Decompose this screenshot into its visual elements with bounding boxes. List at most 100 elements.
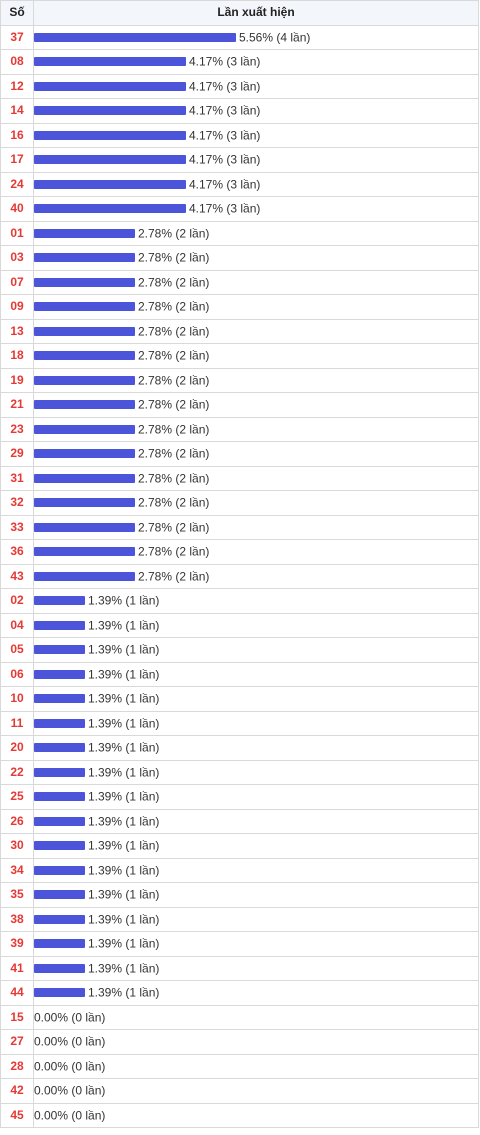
bar-cell: 2.78% (2 lần): [33, 514, 479, 540]
bar-value-label: 1.39% (1 lần): [88, 789, 160, 804]
number-cell: 23: [0, 416, 34, 442]
bar-value-label: 2.78% (2 lần): [138, 348, 210, 363]
bar-cell: 1.39% (1 lần): [33, 588, 479, 614]
bar-value-label: 1.39% (1 lần): [88, 838, 160, 853]
table-row: 03 2.78% (2 lần): [0, 245, 479, 271]
table-row: 21 2.78% (2 lần): [0, 392, 479, 418]
bar-value-label: 1.39% (1 lần): [88, 740, 160, 755]
frequency-bar: [34, 890, 85, 900]
bar-cell: 1.39% (1 lần): [33, 612, 479, 638]
table-row: 15 0.00% (0 lần): [0, 1004, 479, 1030]
table-header-row: Số Lần xuất hiện: [0, 0, 479, 26]
table-row: 02 1.39% (1 lần): [0, 588, 479, 614]
table-row: 32 2.78% (2 lần): [0, 490, 479, 516]
bar-value-label: 1.39% (1 lần): [88, 715, 160, 730]
number-cell: 01: [0, 220, 34, 246]
number-cell: 25: [0, 784, 34, 810]
bar-value-label: 1.39% (1 lần): [88, 691, 160, 706]
number-cell: 45: [0, 1102, 34, 1128]
bar-value-label: 1.39% (1 lần): [88, 862, 160, 877]
table-row: 20 1.39% (1 lần): [0, 735, 479, 761]
bar-cell: 2.78% (2 lần): [33, 220, 479, 246]
number-cell: 43: [0, 563, 34, 589]
bar-cell: 1.39% (1 lần): [33, 882, 479, 908]
bar-cell: 0.00% (0 lần): [33, 1004, 479, 1030]
table-row: 09 2.78% (2 lần): [0, 294, 479, 320]
bar-value-label: 2.78% (2 lần): [138, 274, 210, 289]
bar-cell: 2.78% (2 lần): [33, 367, 479, 393]
number-cell: 06: [0, 661, 34, 687]
number-cell: 28: [0, 1053, 34, 1079]
bar-cell: 0.00% (0 lần): [33, 1053, 479, 1079]
table-row: 36 2.78% (2 lần): [0, 539, 479, 565]
number-cell: 13: [0, 318, 34, 344]
table-row: 07 2.78% (2 lần): [0, 269, 479, 295]
bar-value-label: 0.00% (0 lần): [34, 1083, 106, 1098]
bar-cell: 2.78% (2 lần): [33, 563, 479, 589]
bar-cell: 1.39% (1 lần): [33, 980, 479, 1006]
frequency-bar: [34, 841, 85, 851]
number-cell: 39: [0, 931, 34, 957]
table-row: 19 2.78% (2 lần): [0, 367, 479, 393]
frequency-bar: [34, 302, 135, 312]
bar-cell: 2.78% (2 lần): [33, 245, 479, 271]
table-row: 26 1.39% (1 lần): [0, 808, 479, 834]
bar-value-label: 1.39% (1 lần): [88, 960, 160, 975]
number-cell: 21: [0, 392, 34, 418]
table-row: 41 1.39% (1 lần): [0, 955, 479, 981]
frequency-bar: [34, 914, 85, 924]
number-cell: 30: [0, 833, 34, 859]
bar-cell: 1.39% (1 lần): [33, 931, 479, 957]
bar-value-label: 1.39% (1 lần): [88, 642, 160, 657]
bar-value-label: 1.39% (1 lần): [88, 887, 160, 902]
table-row: 35 1.39% (1 lần): [0, 882, 479, 908]
bar-cell: 4.17% (3 lần): [33, 98, 479, 124]
bar-value-label: 0.00% (0 lần): [34, 1107, 106, 1122]
bar-value-label: 1.39% (1 lần): [88, 813, 160, 828]
table-row: 28 0.00% (0 lần): [0, 1053, 479, 1079]
bar-value-label: 2.78% (2 lần): [138, 250, 210, 265]
table-row: 12 4.17% (3 lần): [0, 73, 479, 99]
number-cell: 27: [0, 1029, 34, 1055]
table-row: 33 2.78% (2 lần): [0, 514, 479, 540]
bar-cell: 1.39% (1 lần): [33, 686, 479, 712]
frequency-bar: [34, 963, 85, 973]
table-row: 40 4.17% (3 lần): [0, 196, 479, 222]
bar-value-label: 0.00% (0 lần): [34, 1034, 106, 1049]
number-cell: 34: [0, 857, 34, 883]
table-row: 29 2.78% (2 lần): [0, 441, 479, 467]
bar-value-label: 1.39% (1 lần): [88, 985, 160, 1000]
frequency-bar: [34, 400, 135, 410]
frequency-bar: [34, 547, 135, 557]
bar-cell: 2.78% (2 lần): [33, 318, 479, 344]
bar-cell: 2.78% (2 lần): [33, 490, 479, 516]
bar-cell: 1.39% (1 lần): [33, 808, 479, 834]
bar-value-label: 2.78% (2 lần): [138, 495, 210, 510]
number-cell: 11: [0, 710, 34, 736]
bar-value-label: 1.39% (1 lần): [88, 666, 160, 681]
bar-cell: 2.78% (2 lần): [33, 269, 479, 295]
bar-value-label: 2.78% (2 lần): [138, 470, 210, 485]
bar-cell: 2.78% (2 lần): [33, 294, 479, 320]
bar-value-label: 2.78% (2 lần): [138, 568, 210, 583]
bar-cell: 1.39% (1 lần): [33, 857, 479, 883]
number-cell: 14: [0, 98, 34, 124]
bar-cell: 1.39% (1 lần): [33, 906, 479, 932]
number-cell: 09: [0, 294, 34, 320]
bar-cell: 1.39% (1 lần): [33, 661, 479, 687]
bar-value-label: 5.56% (4 lần): [239, 29, 311, 44]
table-row: 44 1.39% (1 lần): [0, 980, 479, 1006]
frequency-bar: [34, 277, 135, 287]
frequency-bar: [34, 988, 85, 998]
table-row: 24 4.17% (3 lần): [0, 171, 479, 197]
frequency-bar: [34, 865, 85, 875]
bar-value-label: 1.39% (1 lần): [88, 764, 160, 779]
bar-value-label: 2.78% (2 lần): [138, 225, 210, 240]
bar-value-label: 4.17% (3 lần): [189, 127, 261, 142]
bar-cell: 4.17% (3 lần): [33, 49, 479, 75]
frequency-bar: [34, 424, 135, 434]
bar-value-label: 1.39% (1 lần): [88, 936, 160, 951]
table-row: 30 1.39% (1 lần): [0, 833, 479, 859]
table-row: 38 1.39% (1 lần): [0, 906, 479, 932]
